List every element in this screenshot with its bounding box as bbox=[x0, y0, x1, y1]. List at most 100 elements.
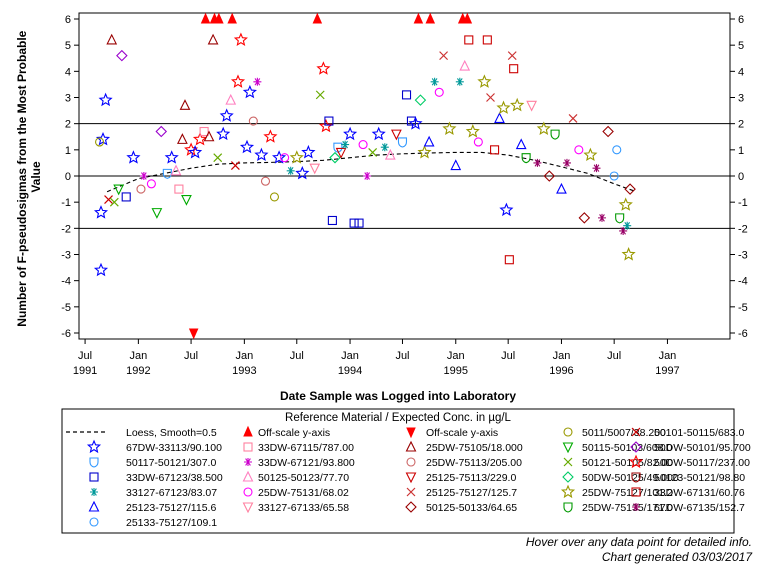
data-point bbox=[225, 93, 237, 105]
data-point bbox=[233, 32, 248, 46]
legend-marker bbox=[628, 454, 644, 469]
data-point bbox=[612, 145, 622, 155]
legend-label: Off-scale y-axis bbox=[258, 427, 330, 439]
legend-label: 25133-75127/109.1 bbox=[126, 517, 217, 529]
data-point bbox=[380, 143, 389, 152]
data-point bbox=[521, 153, 531, 164]
data-point bbox=[618, 197, 633, 211]
data-point bbox=[354, 218, 364, 228]
legend-marker bbox=[560, 484, 576, 499]
y-axis-title-line-2: Value bbox=[29, 161, 43, 193]
data-point bbox=[93, 205, 109, 219]
data-point bbox=[136, 184, 146, 194]
data-point bbox=[598, 213, 607, 222]
offscale-high-marker bbox=[227, 12, 237, 24]
x-tick-label: Jan bbox=[129, 350, 147, 362]
data-point bbox=[98, 92, 113, 107]
data-point bbox=[170, 164, 182, 176]
data-point bbox=[188, 144, 203, 159]
x-tick-year: 1991 bbox=[73, 365, 97, 377]
x-tick-year: 1995 bbox=[444, 365, 468, 377]
data-point bbox=[543, 170, 556, 182]
legend-label: 25125-75113/229.0 bbox=[426, 472, 516, 484]
data-point bbox=[615, 213, 625, 224]
legend-label: 25DW-75131/68.02 bbox=[258, 487, 349, 499]
data-point bbox=[263, 129, 278, 143]
legend-marker bbox=[242, 470, 254, 482]
y-tick-label-left: 4 bbox=[65, 66, 71, 78]
data-point bbox=[174, 184, 184, 194]
data-point bbox=[430, 77, 439, 86]
data-point bbox=[335, 147, 347, 159]
legend-label: 50125-50123/77.70 bbox=[258, 472, 349, 484]
data-point bbox=[391, 129, 402, 141]
data-point bbox=[406, 116, 417, 126]
legend-marker bbox=[405, 472, 417, 484]
data-point bbox=[343, 126, 358, 141]
legend-marker bbox=[406, 487, 416, 497]
data-point bbox=[533, 158, 542, 167]
legend-marker bbox=[88, 500, 100, 512]
y-tick-label-right: -1 bbox=[738, 197, 748, 209]
data-point bbox=[260, 176, 271, 186]
legend-label: 33DW-67115/787.00 bbox=[258, 442, 354, 454]
data-point bbox=[341, 140, 350, 149]
data-point bbox=[242, 84, 257, 99]
data-point bbox=[121, 192, 131, 202]
data-point bbox=[295, 165, 310, 180]
legend-marker bbox=[243, 442, 253, 452]
y-tick-label-right: -3 bbox=[738, 250, 748, 262]
legend-label: 25DW-75127/101.2 bbox=[582, 487, 673, 499]
data-point bbox=[465, 124, 480, 138]
data-point bbox=[253, 77, 262, 86]
data-point bbox=[602, 125, 614, 138]
offscale-high-marker bbox=[214, 12, 224, 24]
y-tick-label-left: -3 bbox=[61, 250, 71, 262]
legend-label: 25DW-75105/18.000 bbox=[426, 442, 523, 454]
y-axis-title: Number of F-pseudosigmas from the Most P… bbox=[15, 27, 43, 326]
data-point bbox=[496, 100, 511, 114]
legend-marker bbox=[563, 427, 573, 437]
legend-label: 50117-50121/307.0 bbox=[126, 457, 216, 469]
data-point bbox=[450, 159, 462, 171]
data-point bbox=[213, 153, 223, 163]
data-point bbox=[609, 171, 619, 181]
data-point bbox=[482, 35, 492, 45]
hover-hint: Hover over any data point for detailed i… bbox=[526, 535, 752, 549]
data-point bbox=[179, 99, 191, 110]
y-tick-label-left: -4 bbox=[61, 276, 71, 288]
data-point bbox=[309, 163, 321, 175]
data-point bbox=[504, 255, 514, 265]
data-point bbox=[254, 147, 269, 162]
data-point bbox=[324, 116, 334, 126]
y-tick-label-right: 5 bbox=[738, 40, 744, 52]
data-point bbox=[316, 61, 331, 75]
y-tick-label-right: -4 bbox=[738, 276, 748, 288]
x-tick-year: 1997 bbox=[655, 365, 679, 377]
offscale-high-marker bbox=[312, 12, 323, 24]
data-point bbox=[363, 172, 372, 180]
data-point bbox=[95, 131, 111, 146]
x-tick-year: 1994 bbox=[338, 365, 362, 377]
legend-marker bbox=[563, 502, 573, 513]
legend-marker bbox=[405, 501, 417, 513]
data-point bbox=[408, 116, 423, 130]
legend-label: 50101-50115/683.0 bbox=[654, 427, 744, 439]
data-point bbox=[106, 33, 118, 45]
legend-label: 33127-67133/65.58 bbox=[258, 502, 349, 514]
data-point bbox=[459, 59, 471, 71]
data-point bbox=[510, 97, 525, 112]
legend-marker bbox=[631, 472, 641, 483]
legend-marker bbox=[244, 458, 252, 466]
offscale-high-marker bbox=[200, 12, 211, 24]
data-point bbox=[417, 144, 432, 159]
data-point bbox=[155, 125, 168, 138]
y-tick-label-left: 1 bbox=[65, 145, 71, 157]
legend-marker bbox=[243, 425, 253, 437]
y-tick-label-left: 5 bbox=[65, 40, 71, 52]
legend-box bbox=[61, 408, 735, 534]
data-point bbox=[401, 90, 412, 100]
legend-label: 25123-75127/115.6 bbox=[126, 502, 216, 514]
x-tick-label: Jul bbox=[184, 350, 198, 362]
